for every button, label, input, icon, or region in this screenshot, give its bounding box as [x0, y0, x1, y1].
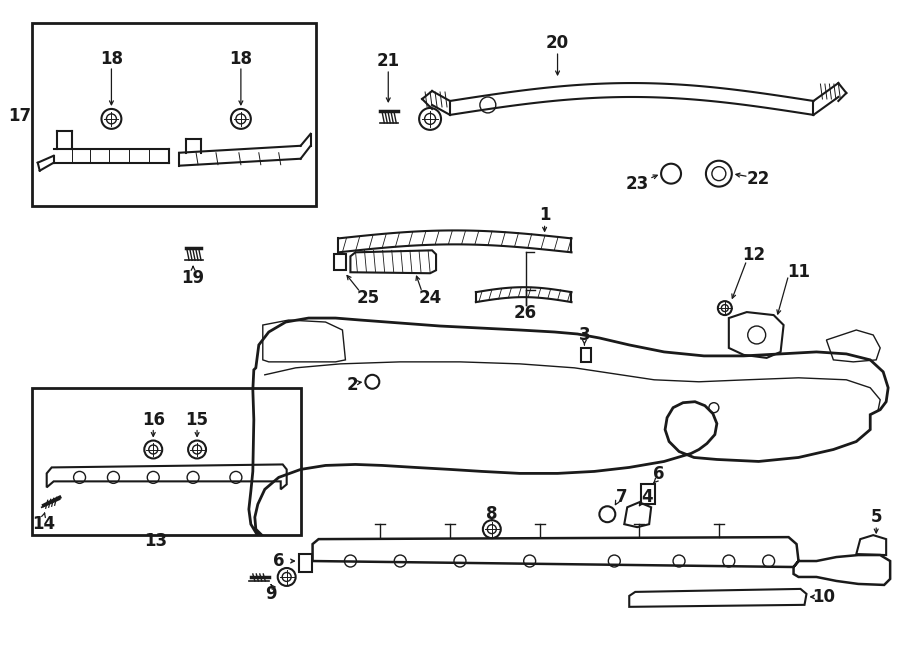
- Text: 2: 2: [346, 376, 358, 394]
- Text: 13: 13: [145, 532, 167, 550]
- Bar: [299, 554, 311, 572]
- Text: 1: 1: [539, 207, 551, 224]
- Bar: [32, 23, 316, 205]
- Text: 26: 26: [514, 304, 537, 322]
- Text: 19: 19: [182, 269, 204, 287]
- Text: 15: 15: [185, 410, 209, 428]
- Text: 3: 3: [579, 326, 590, 344]
- Text: 7: 7: [616, 489, 627, 506]
- Text: 18: 18: [100, 50, 123, 68]
- Bar: [641, 485, 655, 504]
- Text: 12: 12: [742, 246, 765, 264]
- Text: 5: 5: [870, 508, 882, 526]
- Text: 17: 17: [8, 107, 32, 125]
- Text: 8: 8: [486, 505, 498, 523]
- Text: 21: 21: [377, 52, 400, 70]
- Bar: [32, 388, 301, 535]
- Text: 25: 25: [356, 289, 380, 307]
- Bar: [335, 254, 346, 270]
- Text: 4: 4: [642, 489, 653, 506]
- Text: 9: 9: [265, 585, 276, 603]
- Text: 20: 20: [546, 34, 569, 52]
- Text: 23: 23: [626, 175, 649, 193]
- Text: 22: 22: [747, 169, 770, 187]
- Bar: [581, 348, 591, 362]
- Text: 16: 16: [142, 410, 165, 428]
- Text: 10: 10: [812, 588, 835, 606]
- Text: 6: 6: [653, 465, 665, 483]
- Text: 11: 11: [787, 263, 810, 281]
- Text: 14: 14: [32, 515, 55, 533]
- Text: 18: 18: [230, 50, 252, 68]
- Text: 24: 24: [418, 289, 442, 307]
- Text: 6: 6: [273, 552, 284, 570]
